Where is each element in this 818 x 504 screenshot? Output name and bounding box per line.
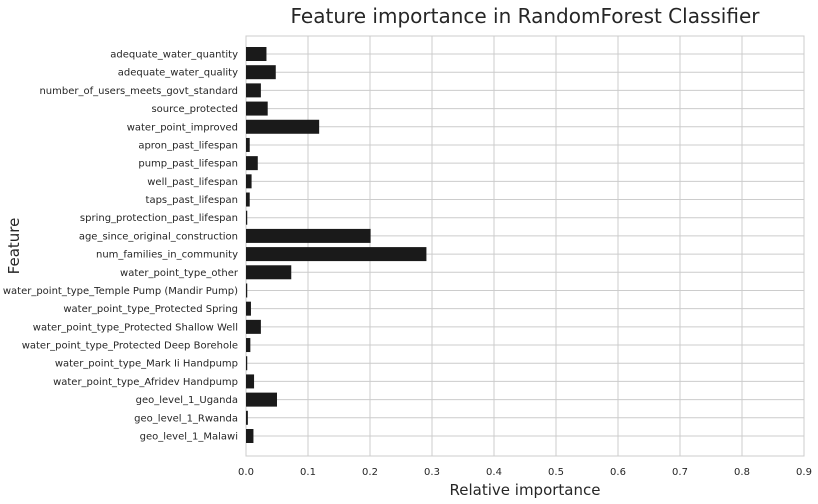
bar [246,119,320,134]
y-tick-label: taps_past_lifespan [146,195,238,206]
plot-area [245,35,805,457]
bar [246,283,248,298]
bar [246,319,261,334]
y-tick-label: spring_protection_past_lifespan [80,213,238,224]
x-tick-label: 0.1 [300,467,316,478]
y-axis-label: Feature [5,218,23,275]
bar [246,83,261,98]
x-axis-label: Relative importance [450,481,601,499]
bar-layer [246,47,427,443]
grid-layer [245,36,805,456]
bar [246,265,292,280]
x-tick-label: 0.8 [734,467,750,478]
bar [246,410,248,425]
y-tick-label: adequate_water_quantity [110,50,238,61]
y-tick-label: geo_level_1_Uganda [136,395,238,406]
x-tick-label: 0.4 [486,467,502,478]
x-tick-label: 0.0 [238,467,254,478]
y-tick-label: water_point_improved [127,122,238,133]
bar [246,47,267,61]
y-tick-label: water_point_type_Protected Deep Borehole [22,341,238,352]
bar [246,228,371,243]
y-tick-label: number_of_users_meets_govt_standard [39,86,238,97]
chart-title: Feature importance in RandomForest Class… [291,4,761,28]
x-tick-label: 0.5 [548,467,564,478]
y-tick-label: age_since_original_construction [79,231,238,242]
y-tick-label: geo_level_1_Rwanda [134,413,238,424]
bar [246,137,250,152]
y-tick-label: water_point_type_Protected Shallow Well [33,322,238,333]
bar [246,156,258,171]
bar [246,429,254,443]
y-tick-label: geo_level_1_Malawi [140,432,238,443]
bar [246,65,276,80]
y-tick-label: water_point_type_Afridev Handpump [53,377,238,388]
y-tick-labels: adequate_water_quantity adequate_water_qu… [3,50,239,443]
bar [246,392,277,407]
bar [246,174,252,189]
y-tick-label: num_families_in_community [96,250,238,261]
x-tick-labels: 0.0 0.1 0.2 0.3 0.4 0.5 0.6 0.7 0.8 0.9 [238,467,812,478]
x-tick-label: 0.7 [672,467,688,478]
x-tick-label: 0.2 [362,467,378,478]
y-tick-label: water_point_type_Protected Spring [63,304,238,315]
x-tick-label: 0.6 [610,467,626,478]
y-tick-label: adequate_water_quality [118,68,238,79]
bar [246,338,251,353]
bar [246,374,255,389]
y-tick-label: water_point_type_other [120,268,239,279]
y-tick-label: source_protected [151,104,238,115]
y-tick-label: water_point_type_Temple Pump (Mandir Pum… [3,286,238,297]
y-tick-label: pump_past_lifespan [138,159,238,170]
bar [246,247,427,262]
x-tick-label: 0.3 [424,467,440,478]
y-tick-label: water_point_type_Mark Ii Handpump [55,359,238,370]
bar [246,301,251,316]
bar [246,192,250,207]
y-tick-label: apron_past_lifespan [138,140,238,151]
bar [246,101,268,116]
y-tick-label: well_past_lifespan [147,177,238,188]
bar [246,210,248,225]
x-tick-label: 0.9 [796,467,812,478]
bar [246,356,248,371]
